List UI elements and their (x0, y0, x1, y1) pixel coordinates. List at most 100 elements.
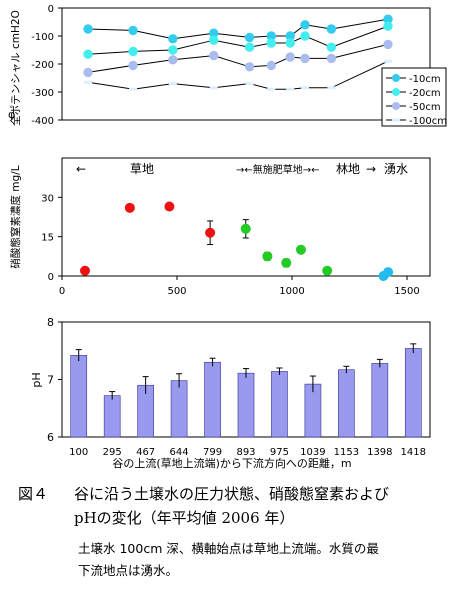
annotation-right-arrow: → (366, 162, 376, 176)
legend-label: -50cm (409, 102, 441, 113)
ph-bar (103, 395, 121, 438)
ph-category-label: 644 (170, 447, 189, 458)
nitrate-ytick-label: 30 (41, 193, 54, 204)
nitrate-ylabel: 硝酸態窒素濃度 mg/L (9, 165, 22, 268)
ph-bar (170, 380, 188, 438)
ph-category-label: 1418 (401, 447, 426, 458)
ph-ytick-label: 8 (47, 316, 54, 329)
series-marker (83, 67, 93, 78)
ph-ytick-label: 7 (47, 374, 54, 387)
ph-category-label: 467 (136, 447, 155, 458)
ph-ytick-label: 6 (47, 431, 54, 444)
potential-ylabel: 全ポテンシャル cmH2O (9, 10, 22, 126)
series-marker (326, 42, 337, 52)
series-marker (209, 86, 218, 90)
series-line-1 (87, 25, 389, 55)
series-marker (245, 82, 254, 86)
series-marker (128, 60, 138, 71)
legend-label: -20cm (409, 88, 441, 99)
ph-category-label: 1039 (300, 447, 325, 458)
ph-bar (237, 372, 255, 438)
nitrate-ytick-label: 0 (48, 272, 54, 283)
nitrate-point (205, 227, 216, 238)
annotation-grassland: 草地 (130, 162, 154, 176)
series-line-2 (87, 43, 389, 73)
potential-ytick-label: -300 (31, 88, 54, 99)
nitrate-xtick-label: 1500 (394, 286, 419, 297)
ph-bar (204, 361, 221, 438)
ph-category-label: 100 (69, 447, 88, 458)
ph-xlabel: 谷の上流(草地上流端)から下流方向への距離，m (112, 456, 351, 470)
series-marker (266, 60, 276, 71)
series-marker (83, 49, 93, 59)
series-marker (327, 86, 336, 90)
figure-number: 図４ (18, 485, 49, 503)
caption-note-line2: 下流地点は湧水。 (78, 563, 179, 578)
figure-caption: 図４ 谷に沿う土壌水の圧力状態、硝酸態窒素および pHの変化（年平均値 2006 … (18, 482, 458, 530)
series-marker (168, 34, 178, 44)
potential-legend: -10cm -20cm -50cm -100cm (381, 67, 447, 127)
nitrate-plot-frame (61, 157, 431, 277)
potential-ytick-label: -200 (31, 60, 54, 71)
caption-title-line2: pHの変化（年平均値 2006 年） (74, 509, 295, 527)
nitrate-point (295, 244, 306, 255)
nitrate-point (80, 265, 90, 276)
series-marker (383, 39, 393, 50)
potential-ytick-label: -100 (31, 32, 54, 43)
nitrate-chart: 0 15 30 0 500 1000 1500 硝酸態窒素濃度 mg/L ← 草地 →←無施… (9, 157, 431, 297)
series-marker (266, 38, 276, 48)
legend-marker (392, 74, 400, 82)
nitrate-point (322, 265, 333, 276)
caption-title-line1: 谷に沿う土壌水の圧力状態、硝酸態窒素および (74, 485, 390, 503)
series-marker (301, 86, 310, 90)
nitrate-point (240, 223, 251, 234)
series-marker (267, 87, 276, 91)
series-line-0 (87, 18, 389, 40)
series-marker (300, 53, 310, 64)
ph-category-label: 975 (270, 447, 289, 458)
series-marker (128, 25, 138, 36)
figure-canvas: 0-100-200-300-400 φ 全ポテンシャル cmH2O -10cm-… (8, 4, 447, 470)
series-marker (300, 20, 310, 30)
legend-label: -10cm (409, 74, 441, 85)
nitrate-point (164, 201, 175, 212)
legend-marker (392, 102, 400, 110)
series-marker (168, 55, 178, 65)
series-marker (129, 87, 138, 91)
ph-bar (70, 355, 88, 438)
nitrate-xtick-label: 1000 (279, 286, 304, 297)
series-marker (244, 42, 255, 52)
series-marker (384, 59, 392, 63)
series-marker (326, 24, 337, 34)
series-marker (209, 50, 219, 61)
series-marker (300, 31, 310, 41)
annotation-forest: 林地 (336, 162, 360, 176)
series-marker (244, 62, 255, 72)
series-marker (285, 52, 295, 62)
series-marker (286, 87, 295, 91)
nitrate-point (124, 202, 135, 213)
series-marker (383, 21, 393, 31)
annotation-unfertilized: →←無施肥草地→← (236, 163, 320, 176)
series-line-3 (87, 60, 389, 90)
potential-ylabel-prefix: φ (8, 108, 15, 121)
ph-ylabel: pH (30, 372, 43, 387)
nitrate-point (383, 267, 394, 278)
series-marker (128, 46, 138, 57)
ph-category-label: 1153 (334, 447, 359, 458)
ph-category-label: 295 (103, 447, 122, 458)
nitrate-point (281, 257, 292, 268)
series-marker (209, 35, 219, 45)
ph-category-label: 893 (236, 447, 255, 458)
series-marker (168, 45, 178, 55)
annotation-left-arrow: ← (76, 162, 86, 176)
series-marker (83, 24, 93, 34)
ph-category-label: 1398 (367, 447, 392, 458)
ph-bar (271, 371, 288, 438)
potential-chart: 0-100-200-300-400 φ 全ポテンシャル cmH2O -10cm-… (8, 4, 447, 127)
series-marker (84, 80, 92, 84)
ph-bar (404, 348, 422, 438)
potential-ytick-label: 0 (48, 4, 54, 15)
series-marker (285, 38, 295, 48)
ph-bar (371, 363, 389, 438)
